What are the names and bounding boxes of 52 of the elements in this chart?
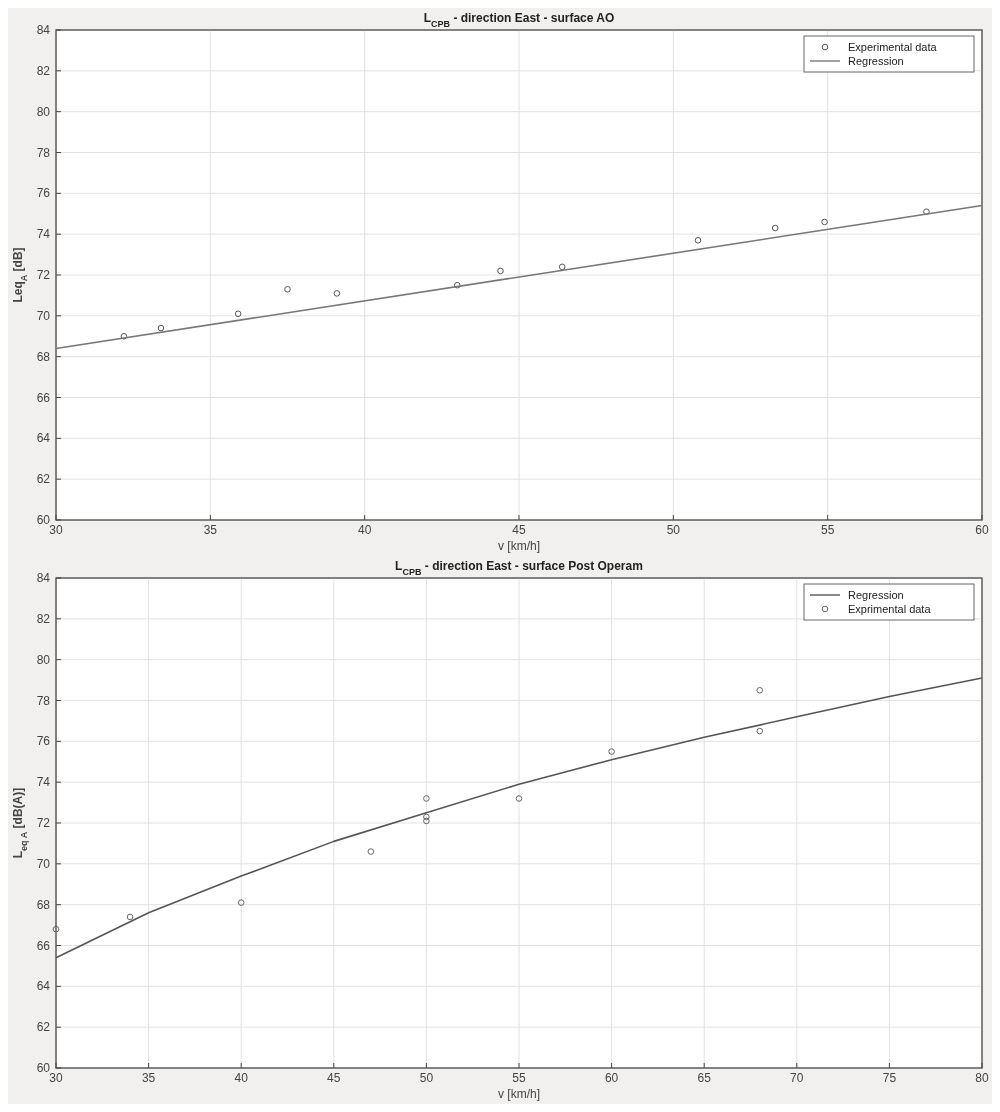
- y-tick-label: 82: [36, 63, 51, 78]
- x-tick-label: 55: [820, 523, 835, 537]
- y-tick-label: 84: [36, 571, 51, 585]
- y-tick-label: 62: [36, 1020, 51, 1035]
- y-tick-label: 78: [36, 693, 51, 708]
- x-tick-label: 65: [697, 1071, 712, 1085]
- y-tick-label: 70: [36, 308, 51, 323]
- x-tick-label: 50: [666, 523, 681, 537]
- x-tick-label: 60: [975, 523, 989, 537]
- y-tick-label: 64: [36, 431, 51, 446]
- x-tick-label: 35: [141, 1071, 156, 1085]
- y-tick-label: 76: [36, 734, 51, 749]
- y-tick-label: 74: [36, 227, 51, 242]
- x-axis-title: v [km/h]: [497, 1087, 541, 1101]
- y-tick-label: 80: [36, 652, 51, 667]
- x-tick-label: 60: [604, 1071, 619, 1085]
- x-tick-label: 50: [419, 1071, 434, 1085]
- x-tick-label: 45: [327, 1071, 341, 1085]
- y-tick-label: 82: [36, 611, 51, 626]
- x-tick-label: 45: [512, 523, 526, 537]
- x-tick-label: 80: [975, 1071, 989, 1085]
- x-axis-title: v [km/h]: [497, 539, 541, 553]
- x-tick-label: 40: [357, 523, 372, 537]
- x-tick-label: 30: [49, 1071, 63, 1085]
- legend-label: Regression: [848, 55, 904, 67]
- y-tick-label: 68: [36, 897, 51, 912]
- legend-label: Regression: [848, 589, 904, 601]
- x-tick-label: 35: [203, 523, 218, 537]
- legend-label: Experimental data: [848, 41, 938, 53]
- y-tick-label: 66: [36, 938, 51, 953]
- chart-title: L$_{CPB}$ - direction East - surface Post Operam: [395, 559, 643, 577]
- y-tick-label: 62: [36, 472, 51, 487]
- y-tick-label: 74: [36, 775, 51, 790]
- y-tick-label: 64: [36, 979, 51, 994]
- y-tick-label: 60: [36, 1061, 51, 1075]
- x-tick-label: 40: [234, 1071, 249, 1085]
- x-tick-label: 75: [882, 1071, 897, 1085]
- x-tick-label: 30: [49, 523, 63, 537]
- y-tick-label: 60: [36, 513, 51, 527]
- y-tick-label: 66: [36, 390, 51, 405]
- y-tick-label: 70: [36, 856, 51, 871]
- y-tick-label: 78: [36, 145, 51, 160]
- y-tick-label: 76: [36, 186, 51, 201]
- chart-title: L$_{CPB}$ - direction East - surface AO: [423, 11, 615, 29]
- x-tick-label: 55: [512, 1071, 526, 1085]
- y-tick-label: 80: [36, 104, 51, 119]
- y-tick-label: 84: [36, 23, 51, 37]
- y-tick-label: 68: [36, 349, 51, 364]
- y-tick-label: 72: [36, 268, 51, 282]
- x-tick-label: 70: [790, 1071, 804, 1085]
- legend-label: Exprimental data: [848, 603, 932, 615]
- y-tick-label: 72: [36, 816, 51, 830]
